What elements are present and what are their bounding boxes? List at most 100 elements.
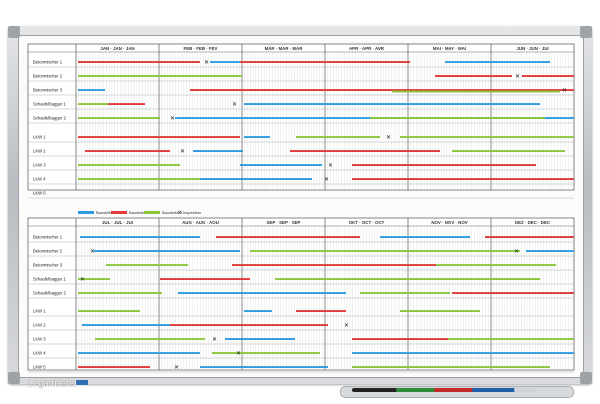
booking-bar-blue[interactable]: [445, 61, 550, 63]
booking-bar-blue[interactable]: [80, 236, 200, 238]
frame-corner-cap: [580, 372, 592, 384]
booking-bar-red[interactable]: [190, 89, 574, 91]
top-month-header: JAN · JAN · JAN FEB · FEB · FEV MÄR · MAR …: [28, 44, 574, 190]
booking-bar-blue[interactable]: [94, 250, 240, 252]
booking-bar-red[interactable]: [522, 75, 574, 77]
booking-bar-blue[interactable]: [240, 164, 322, 166]
booking-bar-green[interactable]: [78, 292, 162, 294]
booking-bar-green[interactable]: [78, 117, 160, 119]
booking-bar-green[interactable]: [95, 338, 205, 340]
booking-bar-blue[interactable]: [526, 250, 574, 252]
month-header: DEZ · DEC · DEC: [515, 220, 551, 225]
inspection-marker: ✕: [232, 102, 237, 108]
booking-bar-green[interactable]: [275, 278, 540, 280]
inspection-marker: ✕: [212, 337, 217, 343]
booking-bar-green[interactable]: [448, 338, 574, 340]
booking-bar-red[interactable]: [352, 178, 574, 180]
month-header: JUL · JUL · JUI: [102, 220, 133, 225]
booking-bar-red[interactable]: [78, 136, 240, 138]
booking-bar-red[interactable]: [216, 236, 360, 238]
booking-bar-blue[interactable]: [82, 324, 170, 326]
row-label: Betonmischer 1: [33, 235, 63, 240]
inspection-marker: ✕: [236, 351, 241, 357]
booking-bar-red[interactable]: [160, 278, 250, 280]
row-label: Schaufelbagger 1: [33, 102, 66, 107]
booking-bar-green[interactable]: [250, 250, 520, 252]
booking-bar-blue[interactable]: [78, 352, 200, 354]
booking-bar-green[interactable]: [400, 136, 574, 138]
month-header: JAN · JAN · JAN: [100, 46, 134, 51]
booking-bar-green[interactable]: [296, 136, 380, 138]
brand-logo: Legamaster: [28, 378, 78, 388]
booking-bar-blue[interactable]: [244, 310, 272, 312]
booking-bar-green[interactable]: [78, 164, 180, 166]
row-label: LKW 4: [33, 351, 46, 356]
legend-swatch-red: [111, 211, 127, 214]
booking-bar-green[interactable]: [78, 278, 110, 280]
row-label: LKW 2: [33, 323, 46, 328]
booking-bar-blue[interactable]: [352, 352, 574, 354]
booking-bar-blue[interactable]: [175, 117, 350, 119]
booking-bar-blue[interactable]: [244, 103, 540, 105]
booking-bar-green[interactable]: [452, 150, 565, 152]
legend: Baustelle 1 Baustelle 2 Baustelle 3 ✕ In…: [78, 210, 201, 217]
booking-bar-blue[interactable]: [380, 236, 470, 238]
booking-bar-red[interactable]: [240, 61, 410, 63]
month-header: FEB · FEB · FEV: [184, 46, 218, 51]
booking-bar-red[interactable]: [232, 264, 436, 266]
booking-bar-green[interactable]: [78, 103, 108, 105]
booking-bar-red[interactable]: [108, 103, 145, 105]
booking-bar-green[interactable]: [436, 264, 556, 266]
legend-label: Baustelle 2: [129, 210, 150, 215]
booking-bar-red[interactable]: [290, 150, 440, 152]
inspection-marker: ✕: [90, 249, 95, 255]
top-panel: JAN · JAN · JAN FEB · FEB · FEV MÄR · MAR …: [27, 43, 575, 199]
inspection-marker: ✕: [344, 323, 349, 329]
booking-bar-blue[interactable]: [200, 366, 328, 368]
booking-bar-green[interactable]: [78, 310, 140, 312]
booking-bar-red[interactable]: [296, 310, 346, 312]
booking-bar-red[interactable]: [78, 366, 150, 368]
booking-bar-blue[interactable]: [178, 292, 346, 294]
booking-bar-green[interactable]: [212, 352, 320, 354]
row-label: Betonmischer 2: [33, 74, 63, 79]
booking-bar-red[interactable]: [170, 324, 328, 326]
frame-corner-cap: [8, 372, 20, 384]
row-label: LKW 1: [33, 135, 46, 140]
booking-bar-blue[interactable]: [225, 338, 295, 340]
booking-bar-green[interactable]: [400, 310, 480, 312]
brand-badge: [76, 380, 88, 385]
booking-bar-red[interactable]: [485, 236, 574, 238]
booking-bar-blue[interactable]: [244, 136, 270, 138]
booking-bar-blue[interactable]: [210, 61, 240, 63]
booking-bar-green[interactable]: [106, 264, 188, 266]
booking-bar-green[interactable]: [78, 178, 200, 180]
inspection-marker: ✕: [386, 135, 391, 141]
row-label: Betonmischer 1: [33, 60, 63, 65]
booking-bar-red[interactable]: [352, 338, 448, 340]
booking-bar-red[interactable]: [78, 61, 200, 63]
legend-label: Inspektion: [183, 210, 201, 215]
booking-bar-blue[interactable]: [78, 89, 105, 91]
booking-bar-red[interactable]: [85, 150, 170, 152]
legend-swatch-green: [144, 211, 160, 214]
inspection-marker: ✕: [180, 149, 185, 155]
frame-corner-cap: [8, 26, 20, 38]
top-panel-frame: [27, 43, 575, 191]
booking-bar-red[interactable]: [352, 164, 536, 166]
month-header: APR · APR · AVR: [349, 46, 385, 51]
booking-bar-green[interactable]: [78, 75, 242, 77]
booking-bar-green[interactable]: [352, 366, 550, 368]
booking-bar-red[interactable]: [435, 75, 512, 77]
top-row-labels: Betonmischer 1 Betonmischer 2 Betonmischer…: [28, 60, 574, 199]
booking-bar-green[interactable]: [392, 90, 560, 93]
bottom-panel: JUL · JUL · JUI AUG · AUG · AOU SEP · SEP …: [27, 217, 575, 373]
booking-bar-green[interactable]: [360, 292, 450, 294]
month-header: NOV · NOV · NOV: [431, 220, 467, 225]
booking-bar-blue[interactable]: [200, 178, 312, 180]
inspection-marker: ✕: [80, 277, 85, 283]
row-label: Betonmischer 3: [33, 263, 63, 268]
booking-bar-green[interactable]: [370, 117, 545, 119]
booking-bar-blue[interactable]: [193, 150, 243, 152]
booking-bar-red[interactable]: [452, 292, 574, 294]
